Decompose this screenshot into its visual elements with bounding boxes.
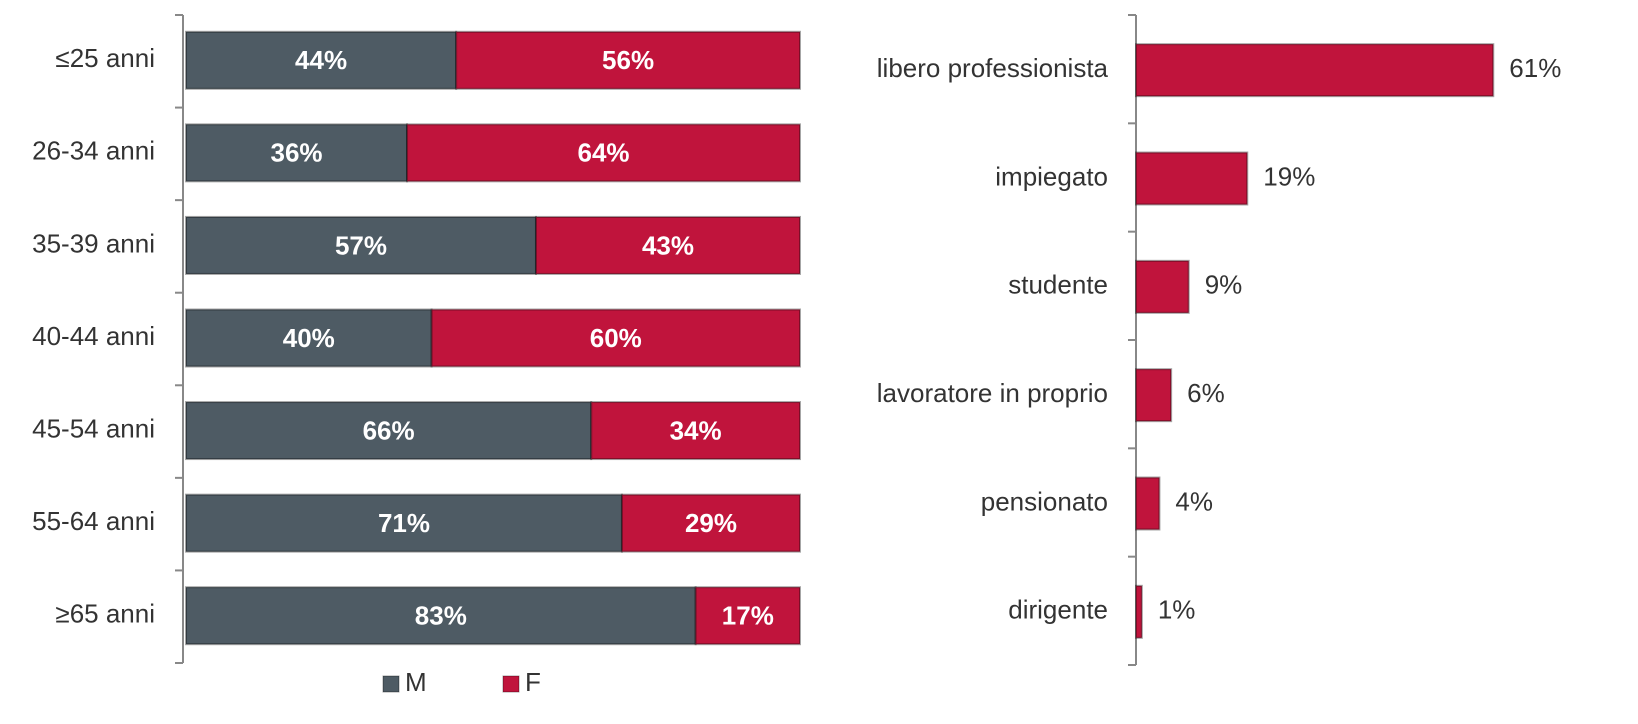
y-tick-label: lavoratore in proprio [877, 378, 1108, 408]
data-label: 9% [1205, 270, 1243, 300]
bar [1135, 151, 1249, 206]
bar-segment [185, 401, 593, 461]
bar [1135, 259, 1190, 314]
data-label: 36% [270, 138, 322, 168]
bar-segment [694, 586, 801, 646]
data-label: 29% [685, 508, 737, 538]
bar [1135, 584, 1143, 639]
y-tick-label: 35-39 anni [32, 228, 155, 258]
bar-segment [406, 123, 801, 183]
bar-segment [185, 123, 409, 183]
bar-segment [590, 401, 801, 461]
data-label: 56% [602, 45, 654, 75]
bar-segment [620, 493, 801, 553]
data-label: 40% [283, 323, 335, 353]
bar-segment [185, 215, 537, 275]
data-label: 19% [1263, 161, 1315, 191]
y-tick-label: libero professionista [877, 53, 1109, 83]
data-label: 4% [1175, 486, 1213, 516]
data-label: 64% [577, 138, 629, 168]
data-label: 17% [722, 601, 774, 631]
y-tick-label: studente [1008, 270, 1108, 300]
legend-swatch [382, 675, 400, 693]
y-tick-label: ≤25 anni [55, 43, 155, 73]
data-label: 66% [363, 415, 415, 445]
data-label: 57% [335, 230, 387, 260]
y-tick-label: dirigente [1008, 595, 1108, 625]
data-label: 71% [378, 508, 430, 538]
bar-segment [185, 586, 697, 646]
bar [1135, 43, 1495, 98]
bar-segment [455, 30, 801, 90]
y-tick-label: 26-34 anni [32, 136, 155, 166]
bar-segment [185, 308, 433, 368]
data-label: 61% [1509, 53, 1561, 83]
data-label: 44% [295, 45, 347, 75]
y-tick-label: impiegato [995, 161, 1108, 191]
y-tick-label: 45-54 anni [32, 413, 155, 443]
bar-segment [534, 215, 801, 275]
bar-segment [185, 493, 623, 553]
data-label: 1% [1158, 595, 1196, 625]
y-tick-label: 55-64 anni [32, 506, 155, 536]
legend-swatch [502, 675, 520, 693]
data-label: 83% [415, 601, 467, 631]
bar-segment [430, 308, 801, 368]
data-label: 6% [1187, 378, 1225, 408]
bar [1135, 368, 1173, 423]
y-tick-label: ≥65 anni [55, 599, 155, 629]
y-tick-label: pensionato [981, 486, 1108, 516]
data-label: 43% [642, 230, 694, 260]
y-tick-label: 40-44 anni [32, 321, 155, 351]
bar [1135, 476, 1161, 531]
legend-label: M [405, 667, 427, 697]
data-label: 60% [590, 323, 642, 353]
data-label: 34% [670, 415, 722, 445]
legend-label: F [525, 667, 541, 697]
